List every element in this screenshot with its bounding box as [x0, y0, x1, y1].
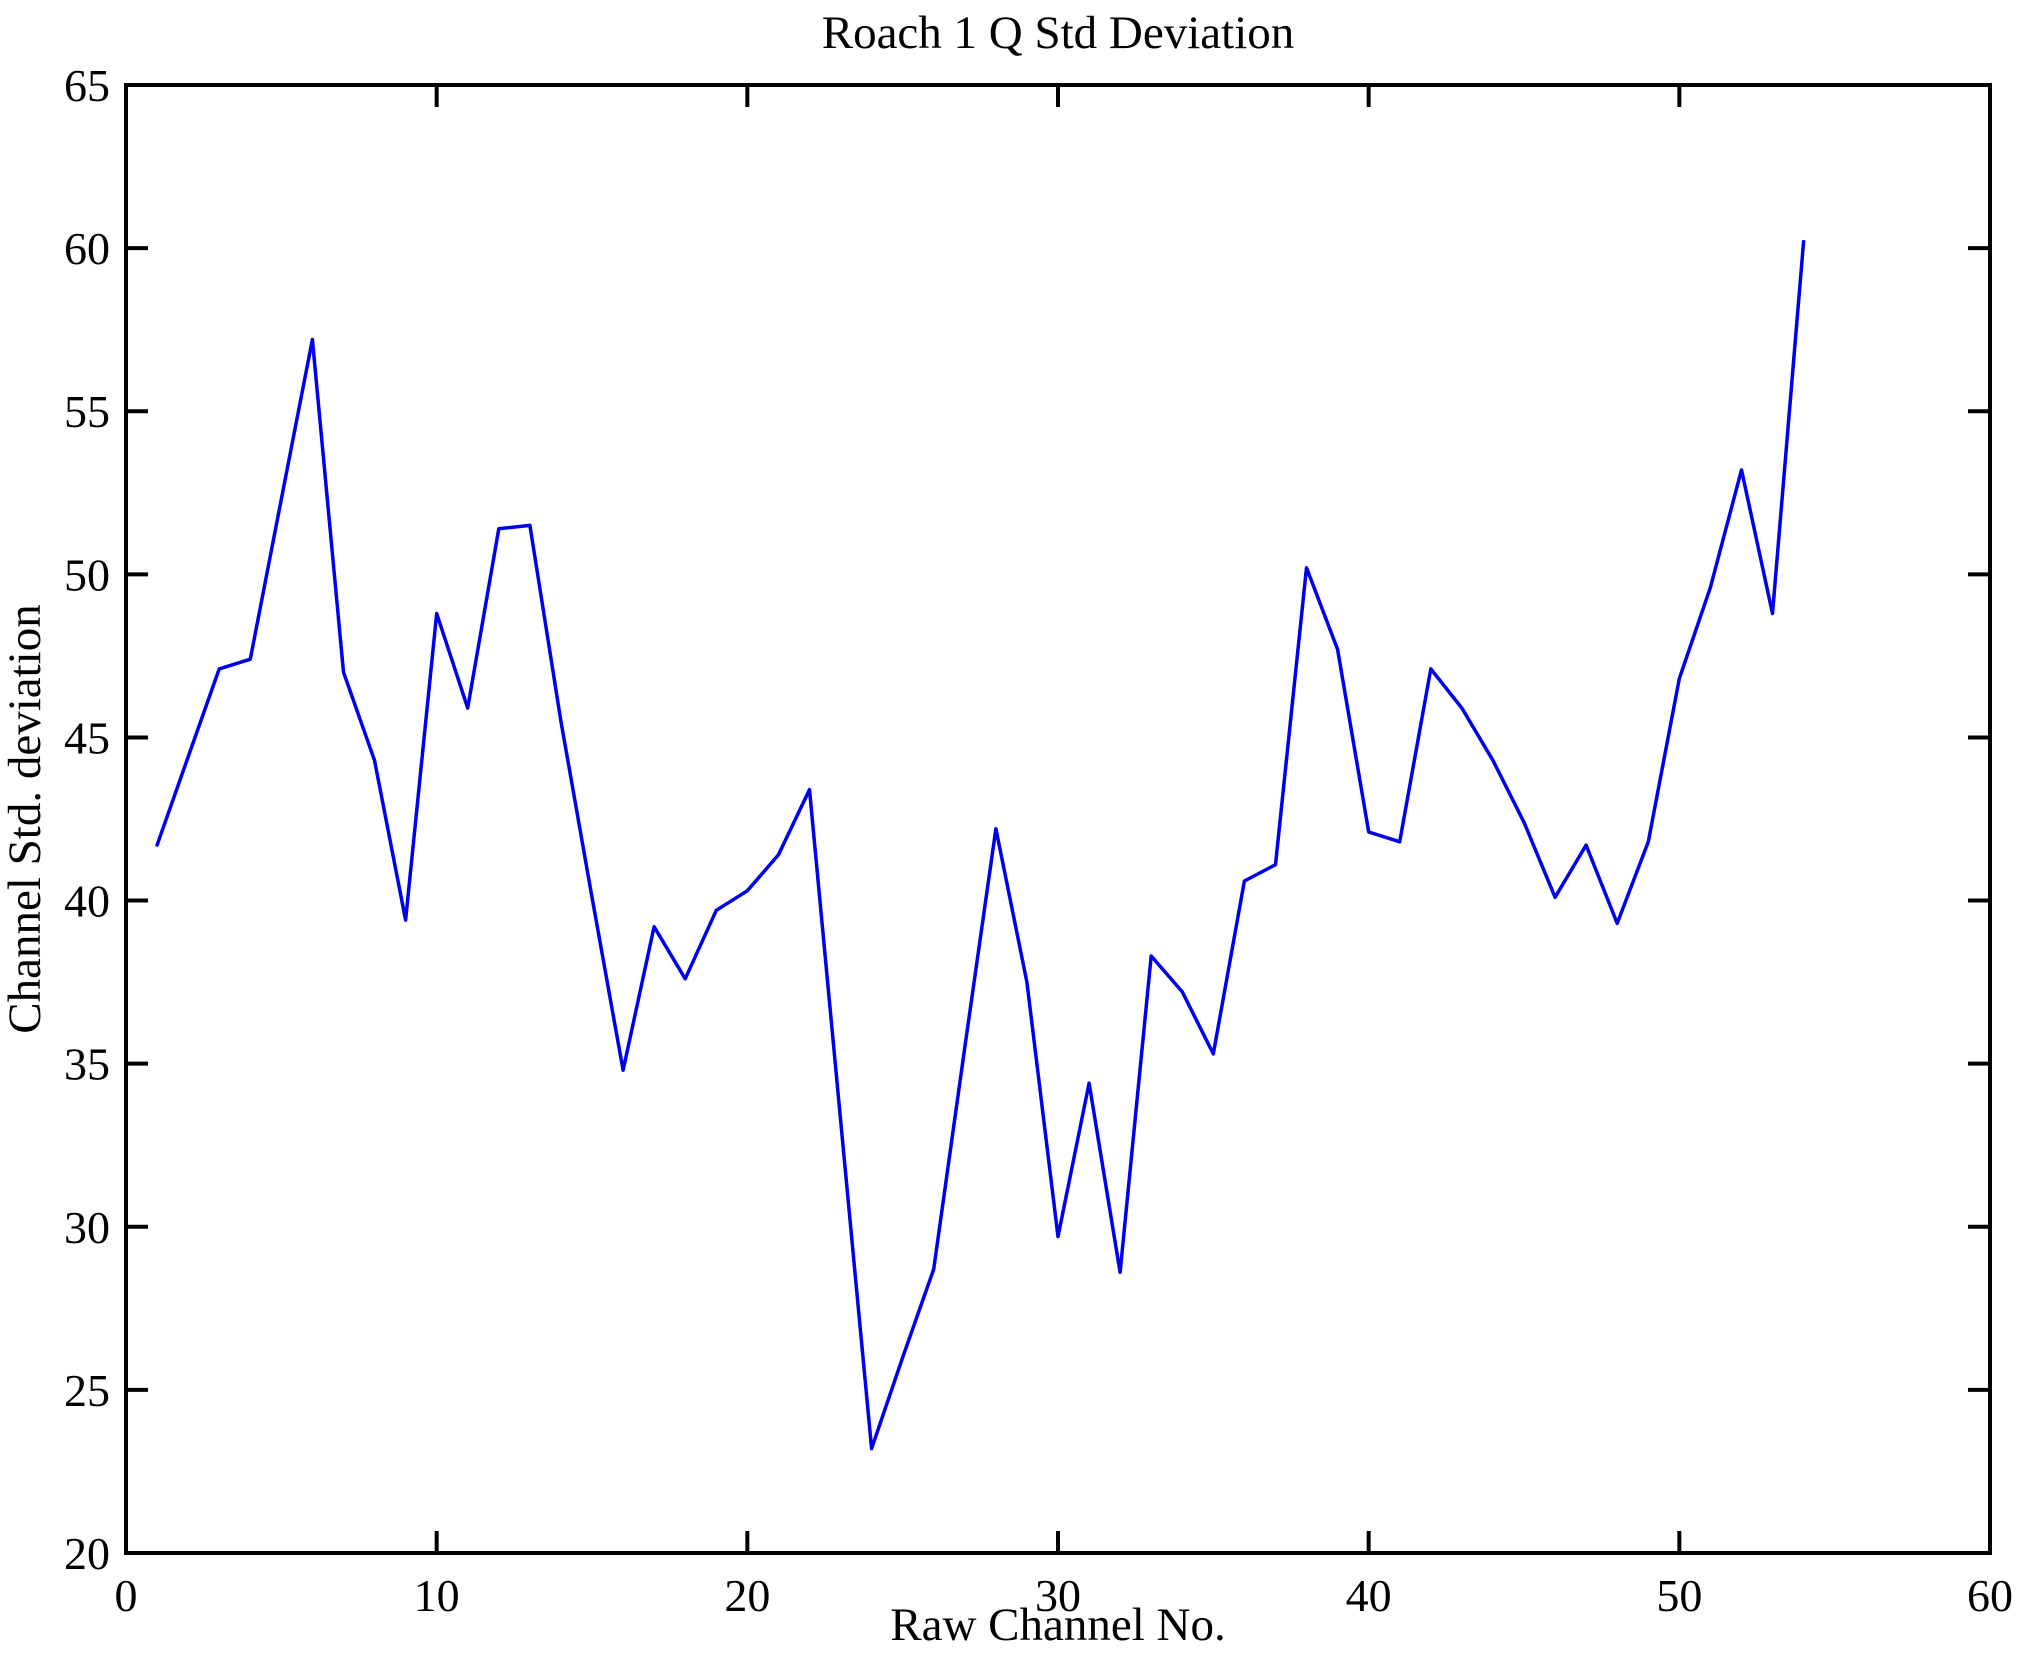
data-line — [155, 239, 1806, 1451]
plot-border — [124, 83, 1992, 1555]
y-tick-label: 35 — [64, 1039, 110, 1090]
x-tick-label: 20 — [724, 1570, 770, 1621]
x-tick-label: 0 — [115, 1570, 138, 1621]
chart-title: Roach 1 Q Std Deviation — [822, 7, 1295, 59]
x-tick-label: 30 — [1035, 1570, 1081, 1621]
y-tick-label: 25 — [64, 1365, 110, 1416]
x-tick-label: 10 — [414, 1570, 460, 1621]
x-tick-label: 50 — [1656, 1570, 1702, 1621]
x-tick-label: 60 — [1967, 1570, 2013, 1621]
y-tick-label: 60 — [64, 223, 110, 274]
axis-ticks — [124, 83, 1992, 1555]
y-tick-label: 30 — [64, 1202, 110, 1253]
y-tick-label: 50 — [64, 549, 110, 600]
y-tick-label: 20 — [64, 1528, 110, 1579]
y-tick-label: 40 — [64, 876, 110, 927]
y-tick-label: 55 — [64, 386, 110, 437]
y-axis-label: Channel Std. deviation — [0, 604, 51, 1033]
x-tick-label: 40 — [1346, 1570, 1392, 1621]
y-tick-label: 65 — [64, 60, 110, 111]
y-tick-label: 45 — [64, 712, 110, 763]
x-axis-label: Raw Channel No. — [890, 1599, 1225, 1651]
axis-tick-labels: 0 10 20 30 40 50 60 20 25 30 35 40 45 50 55 60 65 — [64, 60, 2013, 1621]
